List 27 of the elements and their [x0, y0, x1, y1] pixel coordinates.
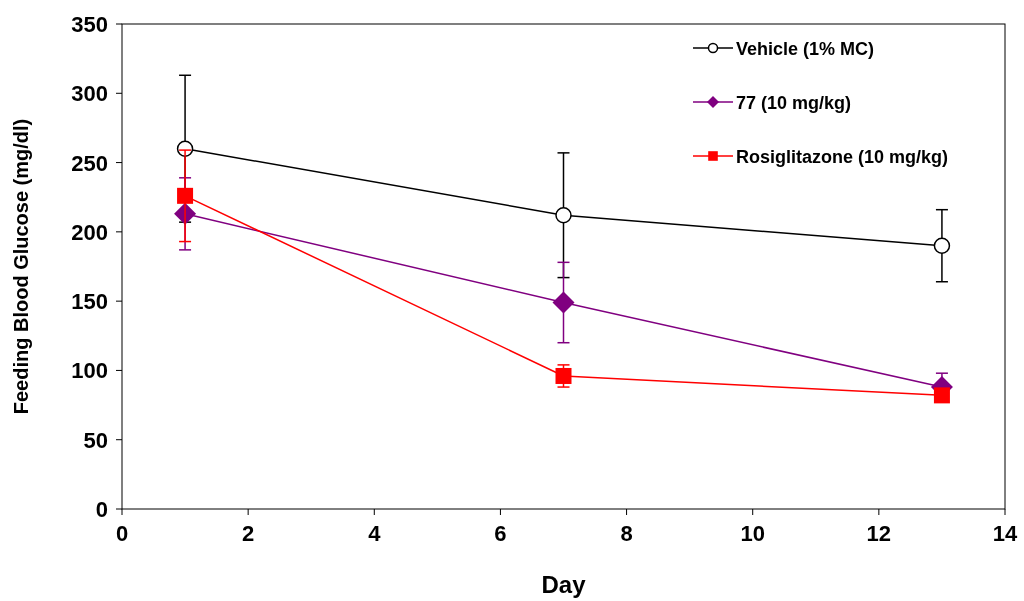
y-tick-label: 50: [83, 427, 108, 453]
y-tick-label: 0: [95, 497, 108, 522]
x-tick-label: 2: [242, 521, 255, 546]
y-tick-label: 250: [71, 150, 108, 176]
x-axis-title: Day: [541, 571, 587, 598]
legend-label: 77 (10 mg/kg): [736, 93, 852, 113]
x-tick-label: 6: [494, 521, 507, 546]
x-tick-label: 4: [368, 521, 382, 546]
point: [933, 237, 951, 254]
point: [177, 187, 194, 204]
point: [555, 206, 572, 224]
point: [555, 367, 572, 384]
legend-label: Rosiglitazone (10 mg/kg): [736, 147, 949, 167]
legend-label: Vehicle (1% MC): [736, 39, 875, 59]
y-tick-label: 100: [71, 358, 108, 384]
x-tick-label: 8: [620, 521, 633, 546]
point: [552, 291, 575, 314]
x-tick-label: 10: [740, 521, 765, 546]
x-tick-label: 14: [992, 521, 1018, 546]
y-tick-label: 350: [71, 12, 108, 37]
y-axis-title: Feeding Blood Glucose (mg/dl): [10, 118, 32, 415]
y-tick-label: 200: [71, 219, 108, 245]
x-tick-label: 12: [866, 521, 892, 546]
point: [933, 387, 950, 404]
y-tick-label: 150: [71, 289, 108, 315]
y-tick-label: 300: [71, 81, 108, 107]
x-tick-label: 0: [115, 521, 129, 546]
